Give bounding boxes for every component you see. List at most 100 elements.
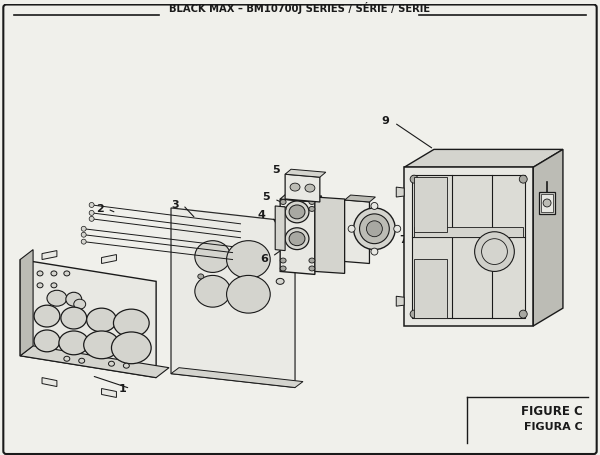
Polygon shape [101, 389, 116, 398]
Circle shape [81, 239, 86, 244]
Ellipse shape [51, 283, 57, 288]
Polygon shape [171, 208, 295, 388]
Bar [414, 177, 447, 232]
Ellipse shape [280, 207, 286, 212]
Text: 7: 7 [399, 235, 407, 245]
Polygon shape [344, 200, 370, 263]
Polygon shape [42, 251, 57, 259]
Ellipse shape [280, 258, 286, 263]
Ellipse shape [37, 271, 43, 276]
Text: 6: 6 [260, 253, 268, 263]
Text: 9: 9 [382, 116, 389, 126]
Ellipse shape [37, 283, 43, 288]
Text: 5: 5 [272, 165, 280, 175]
Circle shape [410, 310, 418, 318]
Polygon shape [285, 174, 320, 202]
Ellipse shape [66, 292, 82, 306]
Bar [414, 258, 447, 318]
Bar [541, 194, 553, 212]
FancyBboxPatch shape [4, 5, 596, 454]
Polygon shape [315, 197, 344, 273]
Polygon shape [20, 259, 156, 378]
Polygon shape [20, 250, 33, 356]
Ellipse shape [289, 205, 305, 219]
Ellipse shape [64, 356, 70, 361]
Polygon shape [171, 368, 303, 388]
Circle shape [89, 210, 94, 215]
Ellipse shape [112, 332, 151, 364]
Circle shape [519, 175, 527, 183]
Ellipse shape [83, 331, 119, 359]
Ellipse shape [309, 258, 315, 263]
Circle shape [410, 175, 418, 183]
Polygon shape [404, 149, 563, 167]
Ellipse shape [227, 241, 270, 278]
Text: 3: 3 [172, 200, 179, 210]
Ellipse shape [195, 241, 230, 273]
Polygon shape [101, 254, 116, 263]
Ellipse shape [280, 266, 286, 271]
Ellipse shape [74, 299, 86, 309]
Text: 1: 1 [119, 384, 127, 394]
Circle shape [482, 239, 508, 264]
Polygon shape [280, 193, 322, 202]
Text: 4: 4 [257, 210, 265, 220]
Ellipse shape [280, 199, 286, 204]
Ellipse shape [309, 199, 315, 204]
Bar [404, 167, 533, 326]
Circle shape [394, 225, 401, 232]
Ellipse shape [113, 309, 149, 337]
Polygon shape [275, 206, 285, 251]
Ellipse shape [34, 305, 60, 327]
Ellipse shape [285, 228, 309, 250]
Circle shape [371, 248, 378, 255]
Polygon shape [285, 169, 326, 177]
Polygon shape [280, 199, 315, 274]
Circle shape [348, 225, 355, 232]
Polygon shape [396, 296, 404, 306]
Ellipse shape [124, 363, 130, 368]
Bar [539, 192, 555, 214]
Text: FIGURA C: FIGURA C [524, 422, 583, 432]
Ellipse shape [285, 201, 309, 223]
Circle shape [81, 232, 86, 237]
Polygon shape [20, 346, 169, 378]
Text: FIGURE C: FIGURE C [521, 405, 583, 418]
Ellipse shape [51, 271, 57, 276]
Polygon shape [396, 187, 404, 197]
Circle shape [89, 202, 94, 207]
Ellipse shape [109, 361, 115, 366]
Circle shape [367, 221, 382, 237]
Ellipse shape [47, 290, 67, 306]
Text: 5: 5 [263, 192, 270, 202]
Circle shape [475, 232, 514, 272]
Bar [414, 227, 523, 237]
Polygon shape [344, 195, 376, 202]
Ellipse shape [543, 199, 551, 207]
Circle shape [353, 208, 395, 250]
Ellipse shape [309, 266, 315, 271]
Ellipse shape [34, 330, 60, 352]
Ellipse shape [86, 308, 116, 332]
Circle shape [371, 202, 378, 209]
Circle shape [89, 217, 94, 221]
Ellipse shape [198, 274, 204, 279]
Polygon shape [42, 378, 57, 387]
Ellipse shape [79, 358, 85, 363]
Ellipse shape [276, 278, 284, 284]
Circle shape [81, 226, 86, 231]
Text: 8: 8 [539, 192, 547, 202]
Ellipse shape [59, 331, 89, 355]
Ellipse shape [195, 275, 230, 307]
Ellipse shape [305, 184, 315, 192]
Circle shape [519, 310, 527, 318]
Circle shape [359, 214, 389, 244]
Ellipse shape [309, 207, 315, 212]
Ellipse shape [64, 271, 70, 276]
Polygon shape [533, 149, 563, 326]
Text: 2: 2 [96, 204, 104, 214]
Ellipse shape [61, 307, 86, 329]
Bar [412, 175, 525, 318]
Text: BLACK MAX – BM10700J SERIES / SÉRIE / SERIE: BLACK MAX – BM10700J SERIES / SÉRIE / SE… [169, 2, 431, 15]
Ellipse shape [227, 275, 270, 313]
